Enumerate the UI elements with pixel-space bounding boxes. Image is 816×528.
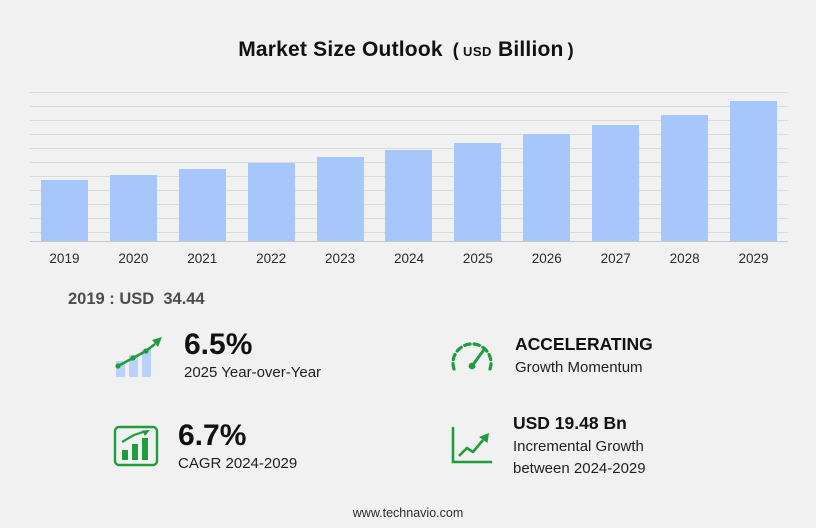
bar-2025 — [454, 143, 502, 241]
chart-x-axis-labels: 2019 2020 2021 2022 2023 2024 2025 2026 2027 2028… — [30, 251, 788, 266]
bar-2027 — [592, 125, 640, 241]
stat-incremental-text: USD 19.48 Bn Incremental Growth between … — [513, 413, 646, 479]
incremental-growth-value: USD 19.48 Bn — [513, 413, 627, 433]
title-paren-close: ) — [567, 40, 574, 60]
growth-momentum-label: Growth Momentum — [515, 358, 643, 376]
bar-slot-2024 — [375, 150, 444, 241]
chart-plot-area — [30, 92, 788, 242]
stat-yoy-growth: 6.5% 2025 Year-over-Year — [112, 325, 447, 387]
title-unit: Billion — [498, 38, 564, 61]
x-axis-label-2029: 2029 — [738, 251, 769, 266]
title-currency: USD — [463, 44, 492, 59]
growth-momentum-value: ACCELERATING — [515, 333, 653, 354]
x-axis-label-2023: 2023 — [325, 251, 356, 266]
base-year-value: 2019 : USD 34.44 — [68, 290, 205, 308]
bar-slot-2023 — [306, 157, 375, 241]
stat-incremental-growth: USD 19.48 Bn Incremental Growth between … — [447, 413, 786, 479]
incremental-growth-label-2: between 2024-2029 — [513, 460, 646, 478]
stat-cagr: 6.7% CAGR 2024-2029 — [112, 413, 447, 479]
x-axis-label-2027: 2027 — [600, 251, 631, 266]
page-title: Market Size Outlook ( USD Billion) — [0, 0, 816, 62]
bar-2024 — [385, 150, 433, 241]
bar-slot-2027 — [581, 125, 650, 241]
incremental-growth-icon — [447, 424, 495, 468]
bar-slot-2020 — [99, 175, 168, 241]
bar-2023 — [316, 157, 364, 241]
x-axis-label-2026: 2026 — [531, 251, 562, 266]
x-axis-label-2020: 2020 — [118, 251, 149, 266]
x-axis-label-2022: 2022 — [256, 251, 287, 266]
bar-2029 — [730, 101, 778, 241]
yoy-growth-label: 2025 Year-over-Year — [184, 364, 322, 382]
bar-chart: 2019 2020 2021 2022 2023 2024 2025 2026 2027 2028… — [30, 92, 788, 266]
cagr-bar-chart-icon — [112, 424, 160, 468]
bar-2026 — [523, 134, 571, 241]
incremental-growth-label: Incremental Growth — [513, 437, 644, 455]
bar-2028 — [661, 115, 709, 241]
bar-2022 — [247, 163, 295, 241]
bar-slot-2022 — [237, 163, 306, 241]
bar-slot-2028 — [650, 115, 719, 241]
x-axis-label-2025: 2025 — [462, 251, 493, 266]
yoy-bar-chart-icon — [112, 333, 166, 379]
cagr-value: 6.7% — [178, 418, 247, 452]
bar-slot-2019 — [30, 180, 99, 241]
bar-2020 — [109, 175, 157, 241]
stat-cagr-text: 6.7% CAGR 2024-2029 — [178, 419, 297, 474]
x-axis-label-2028: 2028 — [669, 251, 700, 266]
bar-2019 — [40, 180, 88, 241]
bar-slot-2021 — [168, 169, 237, 241]
footer-url: www.technavio.com — [352, 506, 464, 520]
bar-2021 — [178, 169, 226, 241]
stat-momentum-text: ACCELERATING Growth Momentum — [515, 334, 653, 378]
stats-grid: 6.5% 2025 Year-over-Year ACCELERATING Gr… — [0, 325, 816, 479]
bar-slot-2029 — [719, 101, 788, 241]
bar-slot-2026 — [512, 134, 581, 241]
x-axis-label-2021: 2021 — [187, 251, 218, 266]
x-axis-label-2024: 2024 — [393, 251, 424, 266]
x-axis-label-2019: 2019 — [49, 251, 80, 266]
title-paren-open: ( — [452, 40, 459, 60]
cagr-label: CAGR 2024-2029 — [178, 454, 298, 472]
title-main: Market Size Outlook — [238, 38, 443, 61]
bar-slot-2025 — [443, 143, 512, 241]
stat-yoy-text: 6.5% 2025 Year-over-Year — [184, 328, 321, 383]
speedometer-icon — [447, 335, 497, 377]
yoy-growth-value: 6.5% — [184, 328, 253, 362]
stat-growth-momentum: ACCELERATING Growth Momentum — [447, 325, 786, 387]
